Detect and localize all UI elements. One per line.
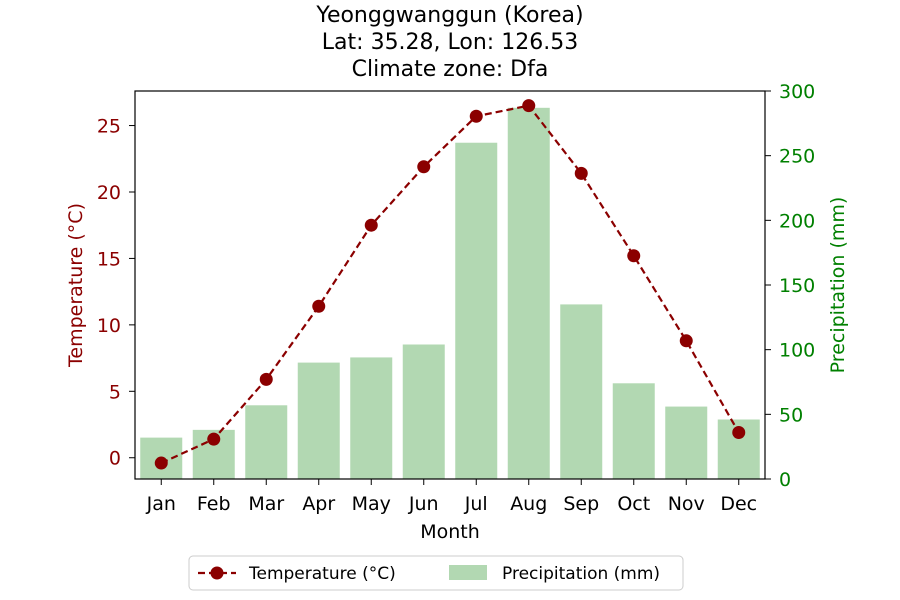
y-right-tick-label-300: 300 bbox=[779, 81, 815, 103]
legend-temperature-marker bbox=[210, 566, 224, 580]
y-right-tick-label-150: 150 bbox=[779, 275, 815, 297]
precip-bar-nov bbox=[665, 406, 708, 479]
x-tick-label-apr: Apr bbox=[302, 493, 335, 515]
temp-point-jul bbox=[469, 109, 483, 123]
temp-point-jun bbox=[417, 160, 431, 174]
title-line-1: Yeonggwanggun (Korea) bbox=[315, 3, 583, 28]
precip-bar-sep bbox=[560, 304, 603, 479]
y-right-axis-label: Precipitation (mm) bbox=[827, 197, 849, 374]
legend-precipitation-label: Precipitation (mm) bbox=[502, 564, 660, 584]
legend-temperature-label: Temperature (°C) bbox=[248, 564, 396, 584]
y-axis-right: 0 50 100 150 200 250 300 bbox=[765, 81, 815, 491]
temp-point-may bbox=[364, 218, 378, 232]
temp-point-oct bbox=[627, 249, 641, 263]
x-tick-label-aug: Aug bbox=[510, 493, 547, 515]
y-right-tick-label-0: 0 bbox=[779, 469, 791, 491]
y-right-tick-label-50: 50 bbox=[779, 404, 803, 426]
temp-point-nov bbox=[679, 334, 693, 348]
x-tick-label-oct: Oct bbox=[617, 493, 650, 515]
precip-bar-jul bbox=[455, 142, 498, 479]
precipitation-bars bbox=[140, 107, 760, 480]
axis-labels: Month Temperature (°C) Precipitation (mm) bbox=[65, 197, 849, 543]
y-right-tick-label-250: 250 bbox=[779, 146, 815, 168]
precip-bar-apr bbox=[297, 362, 340, 479]
y-left-axis-label: Temperature (°C) bbox=[65, 203, 87, 368]
y-axis-left: 0 5 10 15 20 25 bbox=[97, 116, 135, 470]
x-tick-label-jul: Jul bbox=[464, 493, 488, 515]
title-line-2: Lat: 35.28, Lon: 126.53 bbox=[322, 30, 578, 55]
x-tick-label-feb: Feb bbox=[197, 493, 231, 515]
temp-point-feb bbox=[207, 432, 221, 446]
y-left-tick-label-25: 25 bbox=[97, 116, 121, 138]
title-line-3: Climate zone: Dfa bbox=[352, 57, 549, 82]
y-left-tick-label-5: 5 bbox=[109, 381, 121, 403]
x-tick-label-jan: Jan bbox=[146, 493, 176, 515]
x-tick-label-sep: Sep bbox=[563, 493, 599, 515]
precip-bar-jun bbox=[402, 344, 445, 479]
precip-bar-aug bbox=[507, 107, 550, 480]
temp-point-mar bbox=[259, 372, 273, 386]
temp-point-jan bbox=[154, 456, 168, 470]
temp-point-apr bbox=[312, 299, 326, 313]
x-tick-label-mar: Mar bbox=[248, 493, 284, 515]
precip-bar-mar bbox=[245, 405, 288, 479]
temp-point-aug bbox=[522, 99, 536, 113]
y-left-tick-label-0: 0 bbox=[109, 448, 121, 470]
y-left-tick-label-15: 15 bbox=[97, 248, 121, 270]
y-left-tick-label-10: 10 bbox=[97, 315, 121, 337]
y-right-tick-label-200: 200 bbox=[779, 210, 815, 232]
x-tick-label-may: May bbox=[352, 493, 391, 515]
x-axis: Jan Feb Mar Apr May Jun Jul Aug Sep Oct Nov Dec bbox=[146, 479, 757, 515]
x-tick-label-dec: Dec bbox=[720, 493, 757, 515]
legend: Temperature (°C) Precipitation (mm) bbox=[188, 555, 684, 591]
x-tick-label-nov: Nov bbox=[668, 493, 705, 515]
legend-precipitation-swatch bbox=[449, 565, 487, 580]
precip-bar-oct bbox=[612, 383, 655, 479]
temp-point-sep bbox=[574, 166, 588, 180]
chart-title: Yeonggwanggun (Korea)Lat: 35.28, Lon: 12… bbox=[315, 3, 583, 82]
x-tick-label-jun: Jun bbox=[408, 493, 439, 515]
temperature-series-line bbox=[160, 104, 740, 465]
y-right-tick-label-100: 100 bbox=[779, 340, 815, 362]
temp-point-dec bbox=[732, 425, 746, 439]
y-left-tick-label-20: 20 bbox=[97, 182, 121, 204]
legend-box bbox=[188, 555, 684, 591]
precip-bar-may bbox=[350, 357, 393, 479]
temperature-line bbox=[154, 99, 746, 470]
x-axis-label: Month bbox=[420, 521, 480, 543]
